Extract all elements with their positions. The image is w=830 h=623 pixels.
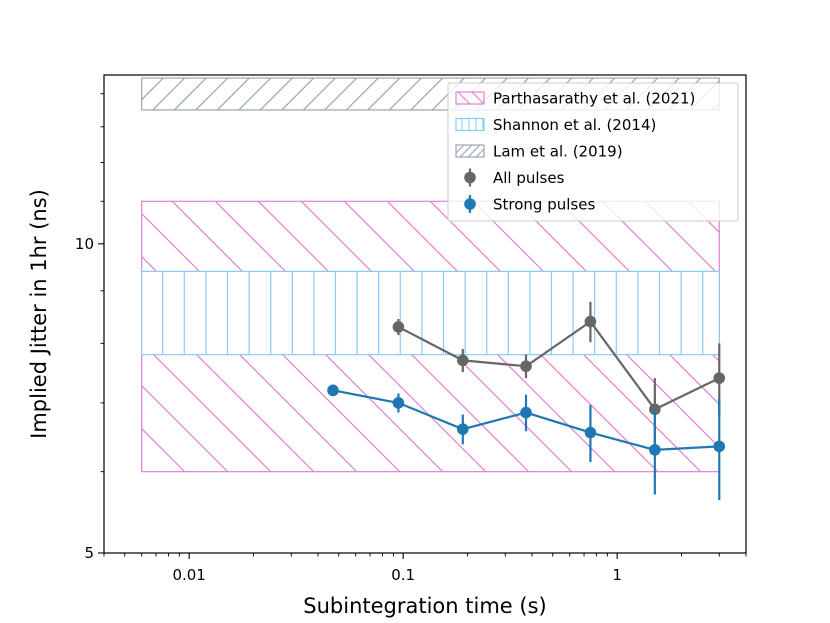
- y-axis-label: Implied Jitter in 1hr (ns): [27, 189, 51, 439]
- x-tick-label: 0.01: [172, 566, 205, 584]
- legend-marker: [464, 171, 476, 184]
- legend-entry-lam-et-al-2019: Lam et al. (2019): [455, 143, 623, 161]
- legend-swatch: [455, 91, 485, 105]
- legend-swatch: [455, 144, 485, 158]
- data-point: [392, 321, 405, 333]
- data-point: [457, 423, 469, 435]
- x-axis-label: Subintegration time (s): [303, 594, 546, 618]
- data-point: [584, 426, 597, 439]
- legend-entry-parthasarathy-et-al-2021: Parthasarathy et al. (2021): [455, 90, 695, 108]
- data-point: [392, 397, 405, 409]
- data-point: [520, 360, 532, 373]
- legend-swatch-hatch: [457, 92, 484, 104]
- legend-label: All pulses: [493, 169, 565, 187]
- legend-swatch-hatch: [456, 145, 484, 157]
- legend-entry-all-pulses: All pulses: [464, 168, 565, 187]
- legend-swatch: [455, 117, 485, 132]
- band-outline: [141, 270, 720, 356]
- plot-frame: [103, 74, 747, 554]
- data-point: [520, 406, 532, 419]
- data-point: [713, 440, 726, 453]
- legend-label: Lam et al. (2019): [493, 143, 623, 161]
- legend-label: Parthasarathy et al. (2021): [493, 90, 695, 108]
- series-strong-pulses: [327, 384, 726, 501]
- series-line-all-pulses: [397, 320, 720, 411]
- series-all-pulses: [392, 301, 726, 443]
- y-tick-label: 5: [84, 544, 94, 562]
- data-point: [327, 384, 339, 397]
- legend-entry-shannon-et-al-2014: Shannon et al. (2014): [455, 116, 656, 134]
- legend-frame: [447, 82, 739, 222]
- legend: Parthasarathy et al. (2021) Shannon et al…: [447, 82, 739, 222]
- legend-swatch-hatch: [461, 118, 484, 131]
- data-point: [584, 315, 597, 328]
- data-point: [649, 444, 661, 456]
- legend-label: Strong pulses: [493, 196, 595, 214]
- data-point: [457, 354, 469, 367]
- band-shannon-et-al-2014: [141, 270, 720, 356]
- data-point: [713, 372, 726, 384]
- x-tick-label: 1: [612, 566, 622, 584]
- legend-label: Shannon et al. (2014): [493, 116, 656, 134]
- x-tick-label: 0.1: [391, 566, 415, 584]
- legend-entry-strong-pulses: Strong pulses: [464, 195, 595, 214]
- legend-marker: [464, 198, 476, 210]
- band-hatch: [162, 271, 704, 355]
- y-tick-label: 10: [75, 235, 94, 253]
